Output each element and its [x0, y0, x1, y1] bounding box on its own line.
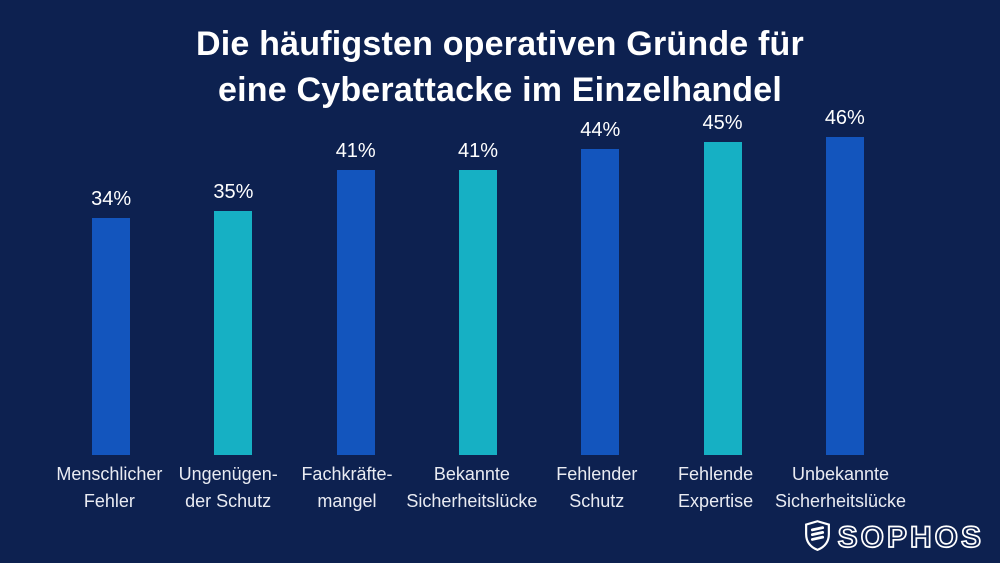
- bar-value-label: 41%: [335, 140, 376, 162]
- category-label: Fehlender Schutz: [556, 464, 638, 511]
- bar-value-label: 44%: [580, 119, 621, 141]
- bar-column: 41%: [295, 107, 417, 455]
- chart-title-line-1: Die häufigsten operativen Gründe für: [196, 25, 804, 63]
- category-label: Fehlende Expertise: [678, 464, 754, 511]
- bar-value-label: 46%: [824, 107, 865, 129]
- sophos-wordmark: SOPHOS: [837, 521, 984, 554]
- bar-column: 35%: [172, 107, 294, 455]
- bar: [92, 218, 131, 455]
- chart-title-line-2: eine Cyberattacke im Einzelhandel: [217, 71, 783, 109]
- bar-column: 34%: [50, 107, 172, 455]
- bar: [825, 137, 864, 455]
- bar-column: 46%: [784, 107, 906, 455]
- bar-value-label: 41%: [457, 140, 498, 162]
- bar: [581, 149, 620, 455]
- bar-value-label: 35%: [213, 181, 254, 203]
- bar-chart: 34% 35% 41% 41% 44% 45% 46%: [50, 107, 906, 455]
- bar-column: 45%: [661, 107, 783, 455]
- sophos-logo: SOPHOS: [804, 520, 984, 556]
- bar: [336, 170, 375, 455]
- category-label: Fachkräfte- mangel: [301, 464, 393, 511]
- category-label: Bekannte Sicherheitslücke: [406, 464, 538, 511]
- category-label: Ungenügen- der Schutz: [178, 464, 278, 511]
- sophos-shield-icon: [804, 520, 831, 556]
- category-row: Menschlicher Fehler Ungenügen- der Schutz…: [50, 461, 906, 515]
- chart-title: Die häufigsten operativen Gründe für ein…: [0, 21, 1000, 113]
- bar-value-label: 34%: [91, 188, 132, 210]
- bar: [214, 211, 253, 455]
- category-label: Menschlicher Fehler: [56, 464, 163, 511]
- category-label: Unbekannte Sicherheitslücke: [774, 464, 907, 511]
- bar-column: 41%: [417, 107, 539, 455]
- bar: [703, 142, 742, 455]
- bar-value-label: 45%: [702, 112, 743, 134]
- bar: [458, 170, 497, 455]
- bar-column: 44%: [539, 107, 661, 455]
